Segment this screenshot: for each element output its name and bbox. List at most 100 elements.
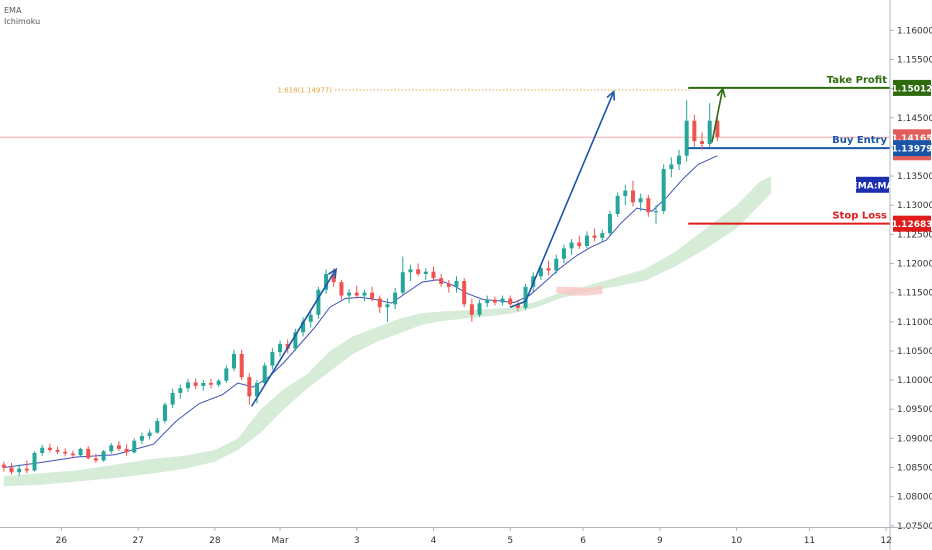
ichimoku-cloud (3, 176, 772, 487)
candle-body (485, 299, 490, 304)
candle-body (347, 292, 352, 296)
x-tick-label: 3 (354, 536, 360, 546)
candle-body (584, 235, 589, 247)
candle-body (101, 451, 106, 461)
candle-body (546, 268, 551, 271)
take-profit-label: Take Profit (827, 75, 887, 86)
x-tick-label: 28 (209, 536, 221, 546)
legend-ema[interactable]: EMA (4, 6, 22, 15)
candle-body (385, 304, 390, 308)
x-tick-label: 27 (132, 536, 143, 546)
candle-body (47, 447, 52, 451)
x-tick-label: 6 (580, 536, 586, 546)
candle-body (577, 242, 582, 247)
candle-body (669, 164, 674, 170)
candle-body (308, 314, 313, 322)
candle-body (477, 303, 482, 315)
candle-body (462, 280, 467, 305)
y-tick-label: 1.13000 (897, 201, 932, 211)
candle-body (492, 299, 497, 303)
buy-entry-price-tag-bg (893, 140, 931, 157)
candle-body (615, 195, 620, 214)
candle-body (247, 377, 252, 397)
candle-body (93, 458, 98, 461)
ema-line (3, 155, 718, 469)
y-tick-label: 1.12500 (897, 230, 932, 240)
x-tick-label: 26 (56, 536, 68, 546)
candle-body (239, 353, 244, 378)
candle-body (692, 120, 697, 142)
candle-body (607, 213, 612, 234)
candle-body (193, 382, 198, 386)
candle-body (86, 448, 91, 459)
candle-body (70, 453, 75, 456)
candle-body (78, 448, 83, 456)
candle-body (554, 258, 559, 271)
candle-body (715, 120, 720, 138)
buy-entry-price-tag: 1.13979 (892, 145, 932, 155)
candle-body (677, 155, 682, 165)
candle-body (124, 448, 129, 453)
candle-body (208, 383, 213, 385)
candle-body (423, 271, 428, 274)
candle-body (162, 404, 167, 421)
candle-body (155, 420, 160, 433)
legend-ichimoku[interactable]: Ichimoku (4, 17, 41, 26)
candle-body (147, 432, 152, 437)
candle-body (224, 368, 229, 381)
y-tick-label: 1.09500 (897, 405, 932, 415)
y-tick-label: 1.10500 (897, 347, 932, 357)
fib-extension-label: 1.618(1.14977) (278, 86, 333, 94)
x-tick-label: 12 (880, 536, 891, 546)
candle-body (370, 292, 375, 299)
y-tick-label: 1.10000 (897, 376, 932, 386)
candle-body (707, 120, 712, 144)
candle-body (700, 141, 705, 144)
candle-body (32, 452, 37, 471)
candle-body (185, 382, 190, 389)
candle-body (316, 289, 321, 315)
blue-arrow-1 (250, 268, 337, 407)
candle-body (132, 440, 137, 453)
y-tick-label: 1.12000 (897, 260, 932, 270)
candle-body (17, 468, 22, 473)
candle-body (109, 445, 114, 452)
candle-body (500, 298, 505, 303)
x-tick-label: 9 (657, 536, 663, 546)
candle-body (362, 292, 367, 296)
blue-arrow-2-head (606, 89, 616, 101)
candle-body (170, 392, 175, 405)
candle-body (9, 467, 14, 473)
candle-body (339, 282, 344, 296)
y-tick-label: 1.14500 (897, 114, 932, 124)
y-tick-label: 1.11000 (897, 318, 932, 328)
candle-body (400, 272, 405, 293)
blue-arrow-2 (509, 91, 615, 308)
y-tick-label: 1.13500 (897, 172, 932, 182)
candle-body (377, 298, 382, 308)
y-tick-label: 1.08000 (897, 493, 932, 503)
candle-body (661, 169, 666, 212)
candle-body (446, 283, 451, 287)
candle-body (262, 365, 267, 384)
y-tick-label: 1.07500 (897, 522, 932, 532)
take-profit-price-tag: 1.15012 (892, 84, 932, 94)
candle-body (324, 273, 329, 290)
candle-body (600, 233, 605, 238)
candle-body (646, 198, 651, 213)
x-tick-label: Mar (272, 536, 289, 546)
y-tick-label: 1.15500 (897, 55, 932, 65)
candle-body (255, 383, 260, 397)
candle-body (408, 269, 413, 273)
candle-body (331, 273, 336, 283)
candle-body (416, 269, 421, 274)
stop-loss-price-tag-bg (893, 215, 931, 232)
y-tick-label: 1.16000 (897, 26, 932, 36)
candle-body (638, 198, 643, 203)
candle-body (270, 352, 275, 366)
buy-entry-label: Buy Entry (832, 135, 887, 146)
candle-body (201, 383, 206, 386)
candle-body (630, 190, 635, 203)
